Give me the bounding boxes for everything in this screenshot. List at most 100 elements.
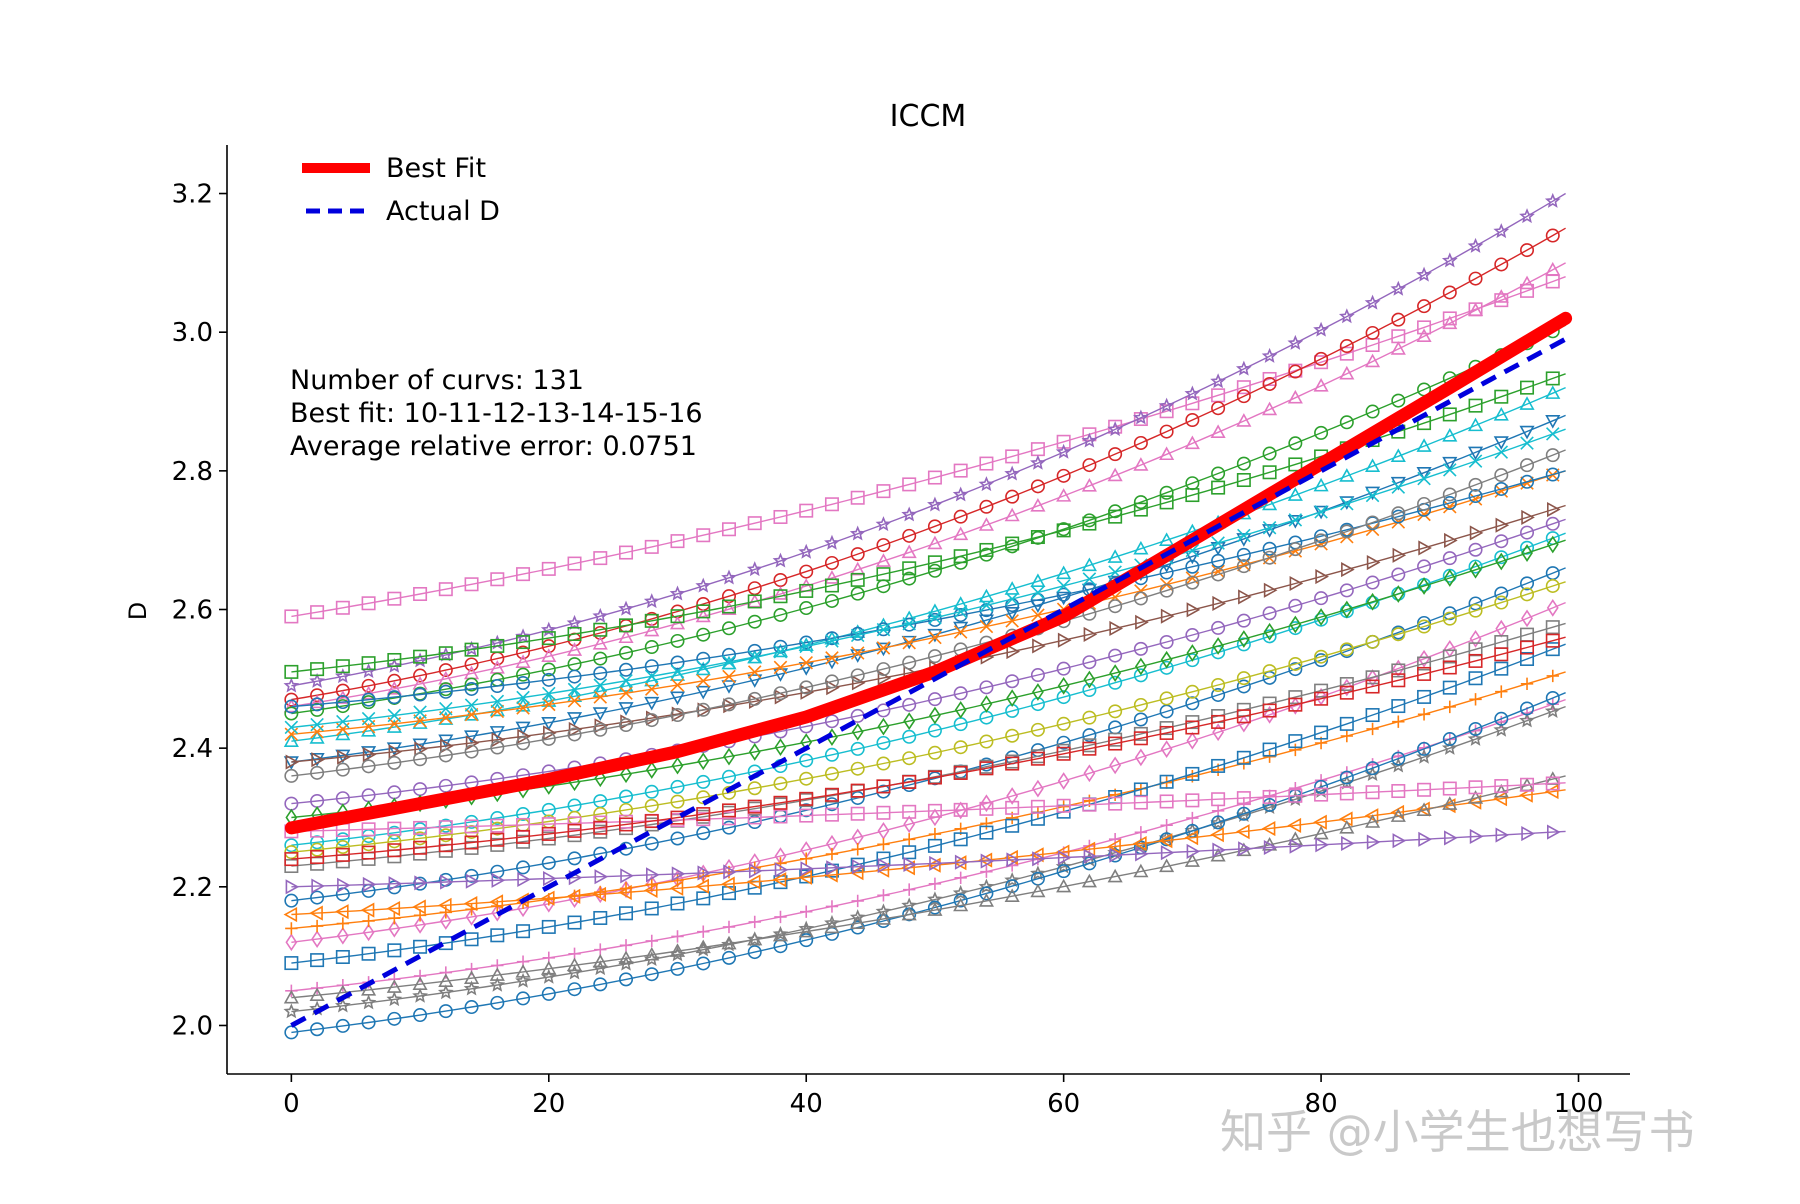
series-point — [1212, 637, 1225, 655]
series-point — [541, 639, 556, 654]
series-point — [387, 880, 402, 895]
series-point — [490, 704, 505, 719]
ticks: 0 20 40 60 80 100 2.0 2.2 2.4 2.6 2.8 3.0 3.2 — [172, 180, 1604, 1119]
series-point — [284, 706, 299, 721]
series-point — [1469, 629, 1482, 648]
series-point — [774, 738, 787, 756]
series-point — [1546, 669, 1559, 683]
series-point — [1005, 879, 1020, 894]
series-point — [1056, 746, 1071, 761]
series-point — [978, 893, 994, 907]
series-point — [1004, 465, 1021, 481]
series-point — [1160, 845, 1175, 861]
series-point — [850, 572, 865, 587]
series-point — [540, 968, 557, 984]
series-point — [1082, 710, 1097, 725]
series-point — [927, 770, 942, 785]
series-point — [1055, 858, 1072, 874]
series-point — [1185, 653, 1200, 668]
series-point — [824, 655, 840, 670]
series-point — [412, 899, 426, 915]
series-point — [1520, 380, 1535, 395]
series-point — [541, 716, 557, 731]
series-point — [310, 605, 325, 620]
series-point — [1339, 468, 1355, 482]
series-point — [877, 838, 890, 851]
series-point — [953, 897, 969, 912]
series-point — [1442, 781, 1457, 796]
series-point — [798, 637, 814, 651]
series-point — [1467, 417, 1484, 432]
series-point — [464, 1000, 479, 1015]
series-point — [1186, 602, 1201, 618]
series-point — [644, 784, 659, 799]
series-point — [876, 662, 891, 677]
series-point — [1365, 515, 1380, 530]
series-point — [490, 832, 505, 847]
series-point — [465, 873, 480, 889]
series-point — [1520, 436, 1534, 450]
series-line — [291, 622, 1566, 867]
series-point — [592, 954, 608, 968]
series-point — [361, 946, 376, 961]
series-point — [567, 816, 582, 831]
series-point — [1520, 701, 1535, 716]
series-point — [876, 538, 891, 553]
series-point — [798, 923, 814, 938]
series-point — [721, 522, 736, 537]
series-point — [670, 961, 685, 976]
series-point — [1057, 850, 1072, 866]
series-point — [1082, 856, 1097, 871]
series-point — [902, 883, 916, 896]
series-point — [824, 807, 839, 822]
series-point — [978, 476, 995, 492]
series-point — [1211, 687, 1226, 702]
series-point — [386, 742, 402, 757]
series-point — [1417, 496, 1432, 511]
series-point — [929, 855, 943, 871]
series-point — [1107, 838, 1121, 854]
series-point — [311, 752, 325, 768]
series-point — [747, 674, 763, 688]
series-point — [901, 906, 917, 921]
series-point — [927, 555, 942, 570]
series-point — [747, 614, 762, 629]
series-point — [798, 543, 815, 559]
series-point — [541, 919, 556, 934]
series-point — [1056, 716, 1071, 731]
series-point — [877, 889, 890, 902]
series-point — [387, 708, 402, 723]
series-point — [1339, 524, 1354, 539]
series-point — [1262, 836, 1278, 851]
series-point — [334, 997, 351, 1013]
series-point — [1211, 792, 1226, 807]
series-point — [1416, 266, 1432, 282]
series-point — [875, 516, 892, 532]
y-tick-label: 2.8 — [172, 457, 213, 487]
series-point — [618, 678, 634, 692]
series-point — [1056, 798, 1071, 813]
series-point — [1339, 786, 1354, 801]
series-point — [953, 832, 968, 847]
series-point — [748, 863, 763, 879]
series-point — [696, 891, 711, 906]
series-point — [928, 611, 942, 625]
series-point — [696, 528, 711, 543]
series-point — [1057, 632, 1072, 648]
series-point — [388, 919, 401, 938]
series-point — [670, 664, 685, 679]
series-point — [1030, 592, 1045, 607]
series-point — [747, 691, 762, 706]
series-point — [1211, 553, 1226, 568]
series-point — [593, 678, 608, 692]
series-point — [849, 909, 866, 925]
series-point — [850, 586, 865, 601]
series-point — [799, 564, 814, 579]
series-point — [490, 740, 505, 755]
series-point — [1184, 830, 1199, 846]
series-point — [979, 825, 994, 840]
series-point — [722, 669, 736, 684]
series-point — [439, 701, 453, 716]
series-point — [1391, 751, 1406, 766]
series-point — [850, 783, 865, 798]
